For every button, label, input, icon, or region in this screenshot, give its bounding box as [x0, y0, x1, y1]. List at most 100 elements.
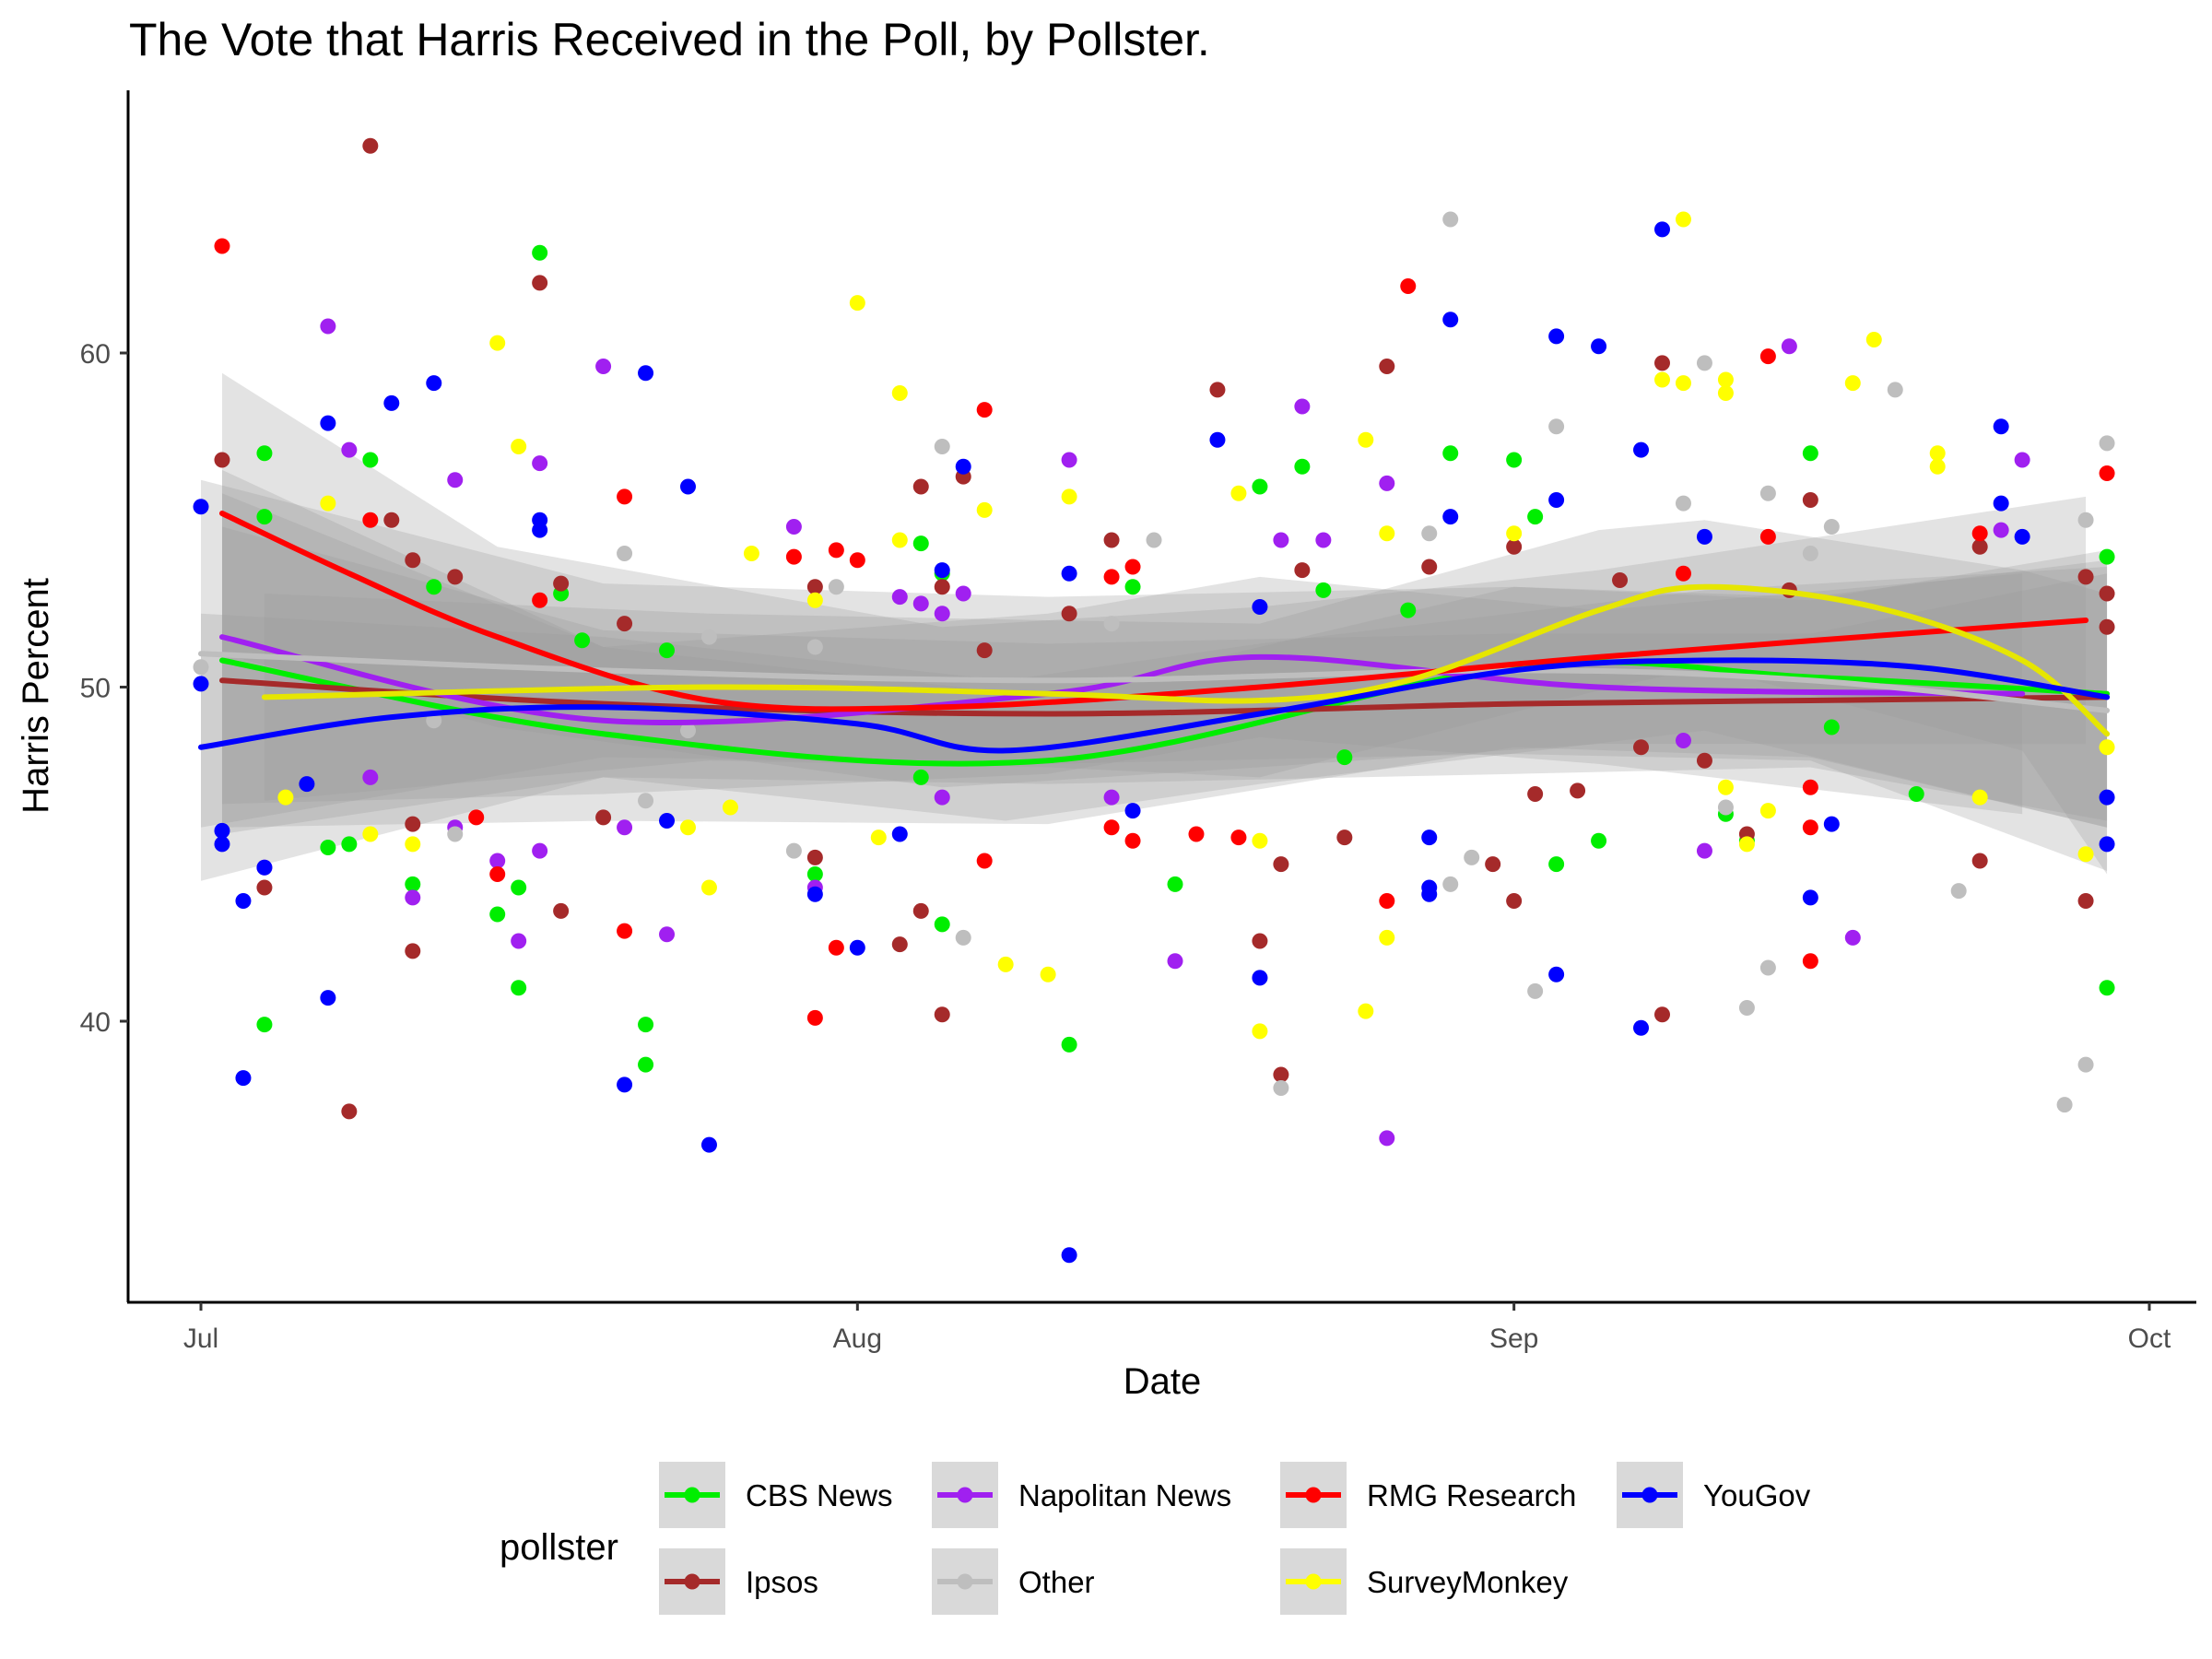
point-ipsos	[617, 616, 633, 632]
point-yougov	[193, 676, 209, 692]
point-rmg-research	[1400, 278, 1417, 294]
point-ipsos	[405, 943, 421, 959]
point-ipsos	[1209, 382, 1226, 398]
x-axis-title: Date	[1124, 1361, 1202, 1402]
point-ipsos	[1971, 538, 1988, 555]
point-cbs-news	[1294, 458, 1311, 475]
point-ipsos	[1612, 572, 1629, 588]
point-surveymonkey	[1675, 375, 1691, 392]
point-yougov	[1802, 889, 1818, 906]
point-other	[1759, 485, 1776, 501]
point-rmg-research	[1675, 565, 1691, 582]
legend-title: pollster	[500, 1527, 618, 1568]
point-yougov	[1061, 565, 1077, 582]
point-other	[1273, 1080, 1289, 1096]
point-yougov	[235, 893, 252, 909]
point-ipsos	[806, 849, 823, 865]
point-ipsos	[1379, 359, 1395, 374]
point-other	[1442, 211, 1459, 228]
point-cbs-news	[1527, 509, 1544, 525]
point-yougov	[955, 458, 971, 475]
point-ipsos	[1485, 856, 1501, 873]
point-yougov	[1633, 441, 1650, 458]
point-surveymonkey	[870, 830, 887, 846]
legend-item-ipsos: Ipsos	[659, 1548, 818, 1615]
point-yougov	[700, 1136, 717, 1153]
point-napolitan-news	[1993, 522, 2009, 538]
point-cbs-news	[1124, 579, 1141, 595]
point-yougov	[214, 836, 230, 853]
data-points	[193, 137, 2115, 1264]
point-surveymonkey	[1506, 525, 1523, 542]
point-rmg-research	[976, 853, 993, 869]
legend-key-point	[957, 1573, 973, 1590]
point-surveymonkey	[1717, 371, 1734, 388]
point-ipsos	[1633, 739, 1650, 756]
point-ipsos	[362, 137, 379, 154]
point-rmg-research	[1103, 819, 1120, 836]
point-yougov	[214, 822, 230, 839]
point-surveymonkey	[1252, 1023, 1268, 1040]
point-cbs-news	[341, 836, 358, 853]
point-yougov	[426, 375, 442, 392]
point-other	[785, 842, 802, 859]
point-other	[1696, 355, 1712, 371]
smooth-line-napolitan-news	[218, 634, 2026, 725]
legend-item-napolitan-news: Napolitan News	[932, 1462, 1231, 1528]
point-cbs-news	[1908, 786, 1924, 802]
point-surveymonkey	[2099, 739, 2115, 756]
point-surveymonkey	[1230, 485, 1247, 501]
point-surveymonkey	[1717, 385, 1734, 401]
point-napolitan-news	[1675, 733, 1691, 748]
point-yougov	[638, 365, 654, 382]
point-yougov	[1124, 803, 1141, 819]
point-ipsos	[912, 902, 929, 919]
point-rmg-research	[468, 809, 485, 826]
point-cbs-news	[912, 769, 929, 785]
point-rmg-research	[849, 552, 865, 569]
point-yougov	[193, 499, 209, 515]
point-napolitan-news	[341, 441, 358, 458]
point-napolitan-news	[1379, 475, 1395, 491]
legend-key-point	[957, 1487, 973, 1503]
point-yougov	[320, 990, 336, 1006]
point-surveymonkey	[1358, 1003, 1374, 1019]
point-yougov	[1696, 528, 1712, 545]
point-napolitan-news	[1061, 452, 1077, 468]
point-ipsos	[405, 816, 421, 832]
point-surveymonkey	[1929, 445, 1946, 462]
point-napolitan-news	[320, 318, 336, 335]
point-yougov	[383, 394, 400, 411]
point-rmg-research	[1103, 569, 1120, 585]
point-rmg-research	[1379, 893, 1395, 909]
point-yougov	[1442, 509, 1459, 525]
point-surveymonkey	[1717, 779, 1734, 795]
point-yougov	[532, 522, 548, 538]
legend-item-yougov: YouGov	[1617, 1462, 1811, 1528]
point-ipsos	[405, 552, 421, 569]
point-surveymonkey	[362, 826, 379, 842]
point-napolitan-news	[2014, 452, 2030, 468]
legend-label: Napolitan News	[1018, 1478, 1231, 1512]
point-napolitan-news	[489, 853, 506, 869]
point-cbs-news	[638, 1056, 654, 1073]
point-ipsos	[2077, 569, 2094, 585]
point-cbs-news	[1400, 602, 1417, 618]
point-rmg-research	[1802, 819, 1818, 836]
point-yougov	[806, 886, 823, 902]
point-surveymonkey	[2077, 846, 2094, 863]
y-tick-label: 60	[80, 339, 111, 370]
smooth-line-surveymonkey	[261, 583, 2111, 737]
point-ipsos	[383, 512, 400, 528]
point-cbs-news	[426, 579, 442, 595]
point-ipsos	[1252, 933, 1268, 949]
y-axis-title: Harris Percent	[16, 578, 56, 814]
point-yougov	[680, 478, 696, 495]
point-yougov	[1654, 221, 1670, 238]
point-rmg-research	[976, 402, 993, 418]
x-tick-label: Aug	[833, 1324, 882, 1354]
point-rmg-research	[2099, 465, 2115, 481]
point-surveymonkey	[1738, 836, 1755, 853]
point-rmg-research	[1971, 525, 1988, 542]
legend-key-point	[1305, 1573, 1322, 1590]
